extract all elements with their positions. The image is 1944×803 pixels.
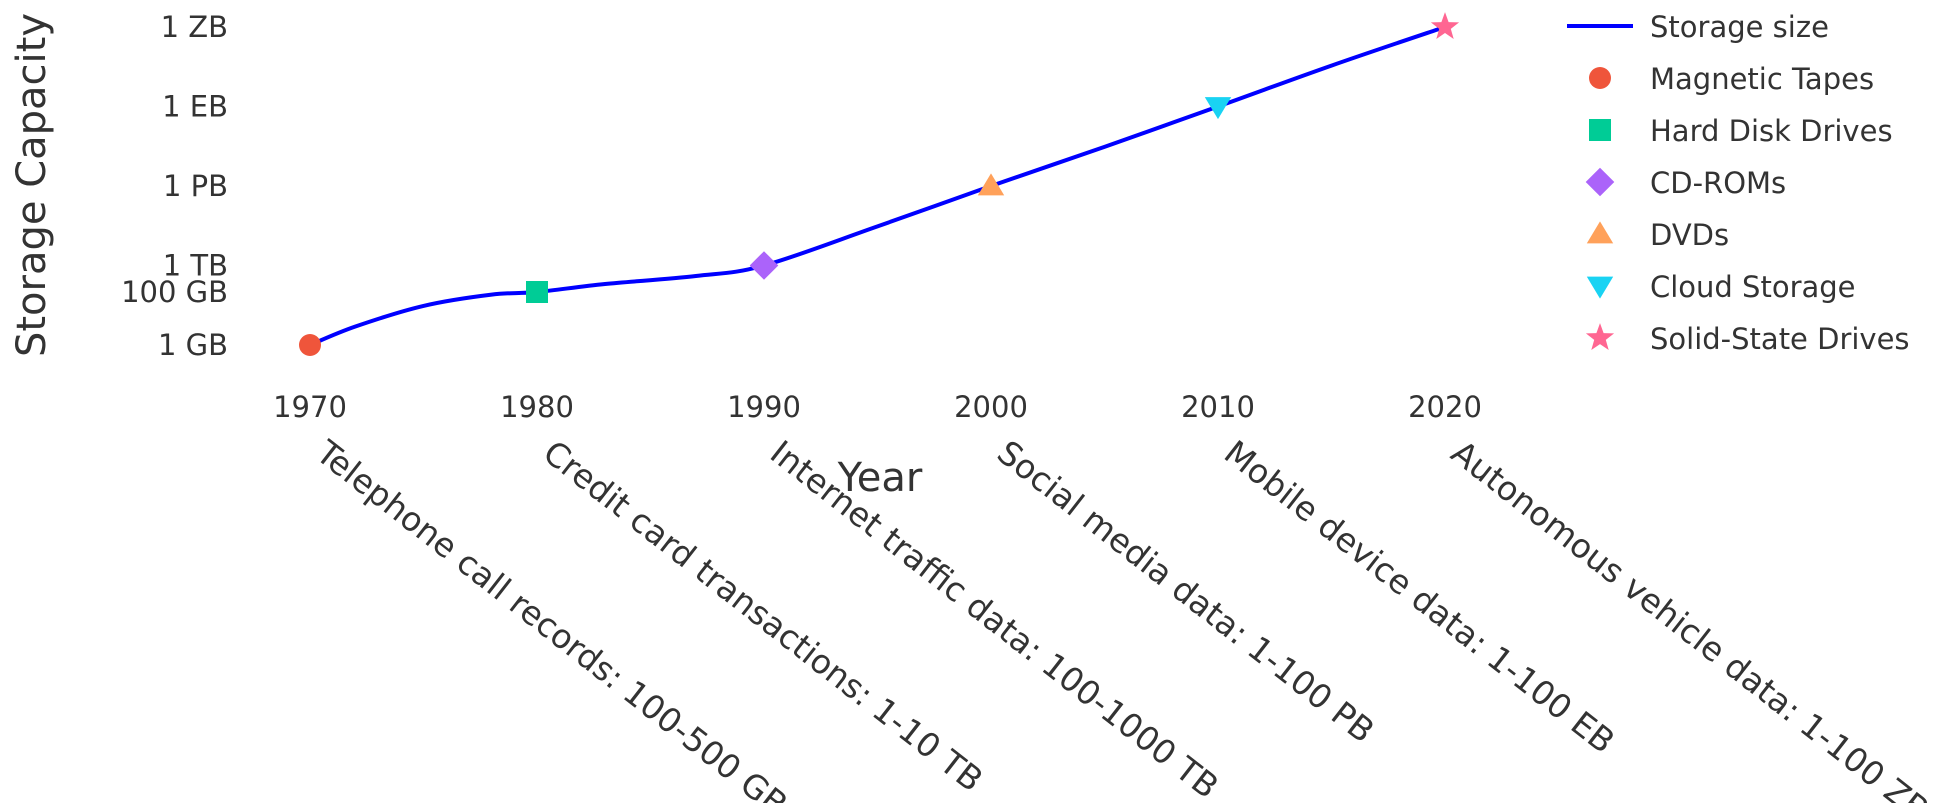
event-annotations: Telephone call records: 100-500 GBCredit… [308,432,1936,803]
series-line-storage-size [310,27,1445,345]
x-tick-label-1970: 1970 [273,390,347,424]
annotation-2000: Social media data: 1-100 PB [990,433,1382,751]
x-tick-label-2020: 2020 [1408,390,1482,424]
legend-label: Hard Disk Drives [1650,114,1893,148]
plot-area [299,12,1459,356]
legend-swatch-magnetic-tapes [1589,67,1611,89]
legend-label: Magnetic Tapes [1650,62,1874,96]
legend-label: DVDs [1650,218,1729,252]
legend-swatch-cd-roms [1586,168,1615,197]
legend-swatch-solid-state-drives [1586,323,1614,350]
data-point-solid-state-drives [1431,12,1459,39]
legend-swatch-cloud-storage [1587,277,1613,299]
legend-swatch-hard-disk-drives [1589,119,1611,141]
legend-label: Cloud Storage [1650,270,1856,304]
legend: Storage size Magnetic Tapes Hard Disk Driv… [1567,10,1910,356]
x-tick-label-2000: 2000 [954,390,1028,424]
legend-label: Solid-State Drives [1650,322,1910,356]
y-tick-label-1-eb: 1 EB [162,90,228,124]
y-tick-label-1-gb: 1 GB [158,328,228,362]
y-tick-label-1-zb: 1 ZB [161,10,228,44]
y-tick-label-1-pb: 1 PB [163,169,228,203]
x-tick-label-1990: 1990 [727,390,801,424]
y-axis-title: Storage Capacity [9,13,55,357]
legend-item-cd-roms[interactable]: CD-ROMs [1586,166,1786,200]
legend-item-hard-disk-drives[interactable]: Hard Disk Drives [1589,114,1893,148]
x-tick-label-2010: 2010 [1181,390,1255,424]
data-point-cd-roms [750,251,779,280]
y-tick-label-1-tb: 1 TB [163,249,228,283]
legend-item-magnetic-tapes[interactable]: Magnetic Tapes [1589,62,1874,96]
legend-item-dvds[interactable]: DVDs [1587,218,1729,252]
legend-item-solid-state-drives[interactable]: Solid-State Drives [1586,322,1910,356]
legend-item-storage-size[interactable]: Storage size [1567,10,1829,44]
annotation-2010: Mobile device data: 1-100 EB [1217,433,1622,761]
legend-swatch-dvds [1587,221,1613,243]
annotation-1990: Internet traffic data: 100-1000 TB [763,433,1226,803]
data-point-magnetic-tapes [299,334,321,356]
legend-label: Storage size [1650,10,1829,44]
legend-item-cloud-storage[interactable]: Cloud Storage [1587,270,1856,304]
annotation-2020: Autonomous vehicle data: 1-100 ZB [1444,433,1936,803]
legend-label: CD-ROMs [1650,166,1786,200]
x-tick-label-1980: 1980 [500,390,574,424]
annotation-1970: Telephone call records: 100-500 GB [308,432,795,803]
x-axis-ticks: 1970 1980 1990 2000 2010 2020 [273,390,1482,424]
data-point-hard-disk-drives [526,281,548,303]
